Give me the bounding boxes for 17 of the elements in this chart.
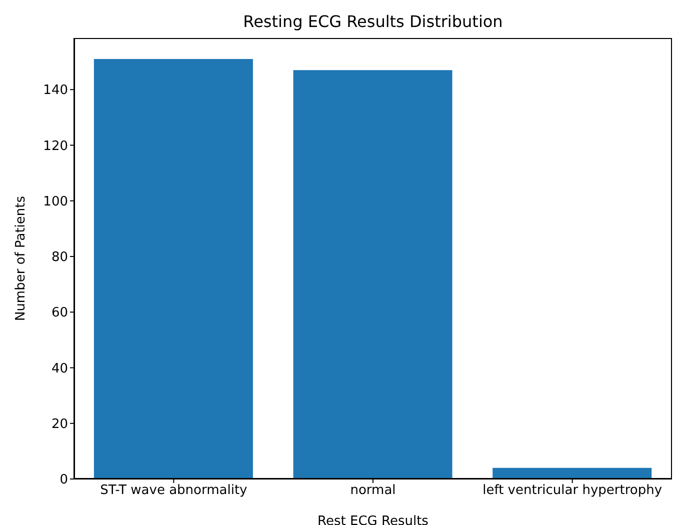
y-tick-label: 40 <box>51 361 68 376</box>
chart-title: Resting ECG Results Distribution <box>242 12 504 31</box>
x-tick-label: ST-T wave abnormality <box>100 483 248 498</box>
bar <box>293 70 452 479</box>
x-tick-label: normal <box>350 483 396 498</box>
y-axis-title: Number of Patients <box>14 196 29 322</box>
y-tick-label: 20 <box>51 416 68 432</box>
y-tick-label: 60 <box>51 306 68 321</box>
x-tick-label: left ventricular hypertrophy <box>482 483 662 498</box>
y-tick-label: 140 <box>43 83 68 98</box>
y-tick-label: 100 <box>43 194 68 210</box>
bar <box>492 468 652 479</box>
bar <box>94 59 253 479</box>
y-tick-label: 80 <box>51 250 68 266</box>
x-axis-title: Rest ECG Results <box>318 514 429 525</box>
y-tick-label: 120 <box>43 138 68 154</box>
y-tick-label: 0 <box>60 472 68 488</box>
